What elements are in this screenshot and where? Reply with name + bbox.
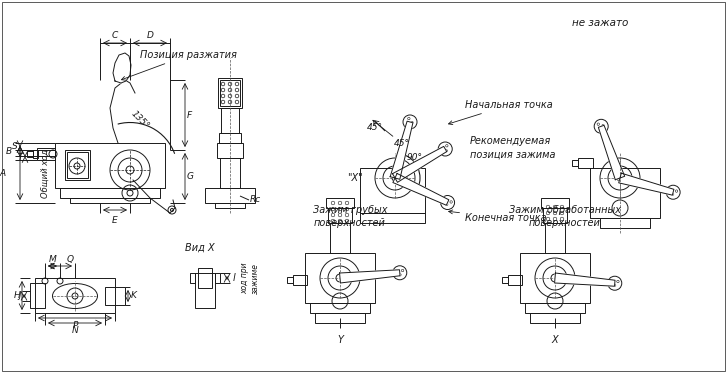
Bar <box>33 150 38 158</box>
Polygon shape <box>390 121 413 179</box>
Bar <box>195 273 215 308</box>
Text: H: H <box>13 292 20 301</box>
Bar <box>287 277 293 283</box>
Bar <box>520 253 590 303</box>
Bar <box>220 80 240 106</box>
Bar <box>502 277 508 283</box>
Bar <box>328 208 352 223</box>
Bar <box>60 188 160 198</box>
Text: Q: Q <box>66 255 73 264</box>
Bar <box>30 283 45 308</box>
Text: Вид X: Вид X <box>185 243 214 253</box>
Bar <box>55 143 165 188</box>
Text: P: P <box>72 321 78 330</box>
Bar <box>543 208 567 223</box>
Bar <box>360 168 425 213</box>
Bar <box>310 303 370 313</box>
Text: Зажим грубых
поверхностей: Зажим грубых поверхностей <box>313 205 387 228</box>
Text: Rc: Rc <box>250 195 261 204</box>
Bar <box>326 198 354 208</box>
Bar <box>545 223 565 253</box>
Bar <box>215 273 220 283</box>
Text: Начальная точка: Начальная точка <box>449 100 553 125</box>
Text: F: F <box>187 110 192 119</box>
Text: ход при
зажиме: ход при зажиме <box>240 262 260 294</box>
Bar <box>219 133 241 143</box>
Text: A: A <box>0 169 6 178</box>
Text: Общий ход: Общий ход <box>41 148 49 198</box>
Text: Рекомендуемая
позиция зажима: Рекомендуемая позиция зажима <box>470 137 555 160</box>
Text: C: C <box>112 31 118 40</box>
Bar <box>220 158 240 188</box>
Text: 90°: 90° <box>407 154 423 163</box>
Bar <box>198 268 212 288</box>
Text: Зажим обработанных
поверхностей: Зажим обработанных поверхностей <box>509 205 621 228</box>
Bar <box>590 168 660 218</box>
Text: "X": "X" <box>348 173 363 183</box>
Bar <box>70 198 150 203</box>
Text: l: l <box>233 273 236 283</box>
Bar <box>572 160 578 166</box>
Text: K: K <box>131 292 137 301</box>
Bar <box>218 78 242 108</box>
Text: не зажато: не зажато <box>572 18 628 28</box>
Bar <box>305 253 375 303</box>
Text: Y: Y <box>337 335 343 345</box>
Bar <box>105 287 125 305</box>
Text: J: J <box>18 292 21 301</box>
Polygon shape <box>393 146 446 182</box>
Bar <box>293 275 307 285</box>
Bar <box>37 148 55 160</box>
Text: X: X <box>552 335 558 345</box>
Text: S: S <box>12 142 18 151</box>
Bar <box>541 198 569 208</box>
Bar <box>27 151 33 157</box>
Bar <box>525 303 585 313</box>
Bar <box>190 273 195 283</box>
Text: E: E <box>112 216 118 225</box>
Bar <box>360 213 425 223</box>
Text: D: D <box>147 31 153 40</box>
Text: G: G <box>187 172 194 181</box>
Bar <box>67 152 88 178</box>
Polygon shape <box>393 173 449 205</box>
Text: Конечная точка: Конечная точка <box>449 210 547 223</box>
Text: 135°: 135° <box>129 109 151 131</box>
Bar <box>65 150 90 180</box>
Bar <box>315 313 365 323</box>
Text: B: B <box>6 147 12 156</box>
Polygon shape <box>340 270 400 283</box>
Text: 45°: 45° <box>394 138 410 147</box>
Text: N: N <box>72 326 79 335</box>
Bar <box>205 188 255 203</box>
Polygon shape <box>598 125 624 180</box>
Text: M: M <box>49 255 57 264</box>
Text: Позиция разжатия: Позиция разжатия <box>121 50 237 80</box>
Bar <box>600 218 650 228</box>
Polygon shape <box>555 273 615 286</box>
Bar <box>35 278 115 313</box>
Polygon shape <box>113 53 131 83</box>
Bar <box>578 158 593 168</box>
Text: T: T <box>17 154 23 163</box>
Bar <box>217 143 243 158</box>
Bar <box>330 223 350 253</box>
Text: 45°: 45° <box>367 123 383 132</box>
Bar <box>530 313 580 323</box>
Bar <box>221 108 239 133</box>
Bar <box>508 275 522 285</box>
Polygon shape <box>619 173 674 195</box>
Bar <box>215 203 245 208</box>
